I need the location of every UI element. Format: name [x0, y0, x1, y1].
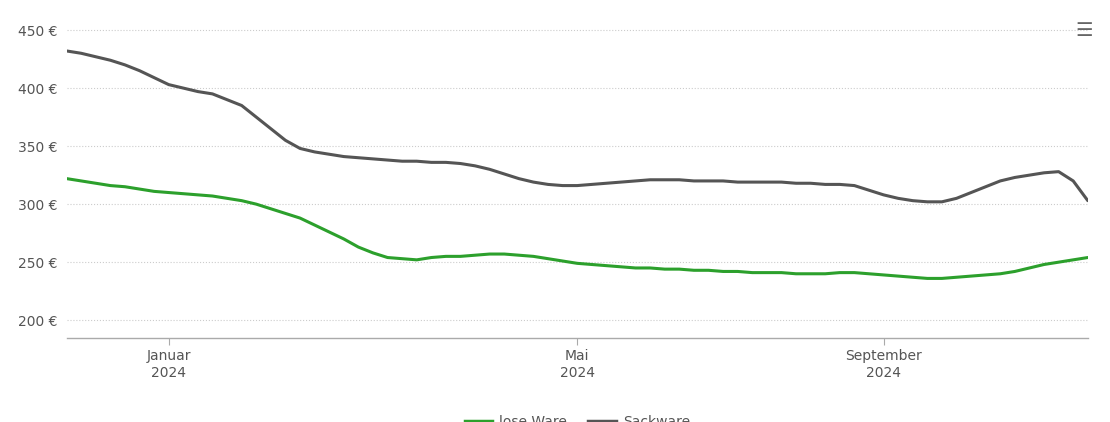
Text: ☰: ☰ [1076, 21, 1093, 40]
Legend: lose Ware, Sackware: lose Ware, Sackware [460, 409, 695, 422]
